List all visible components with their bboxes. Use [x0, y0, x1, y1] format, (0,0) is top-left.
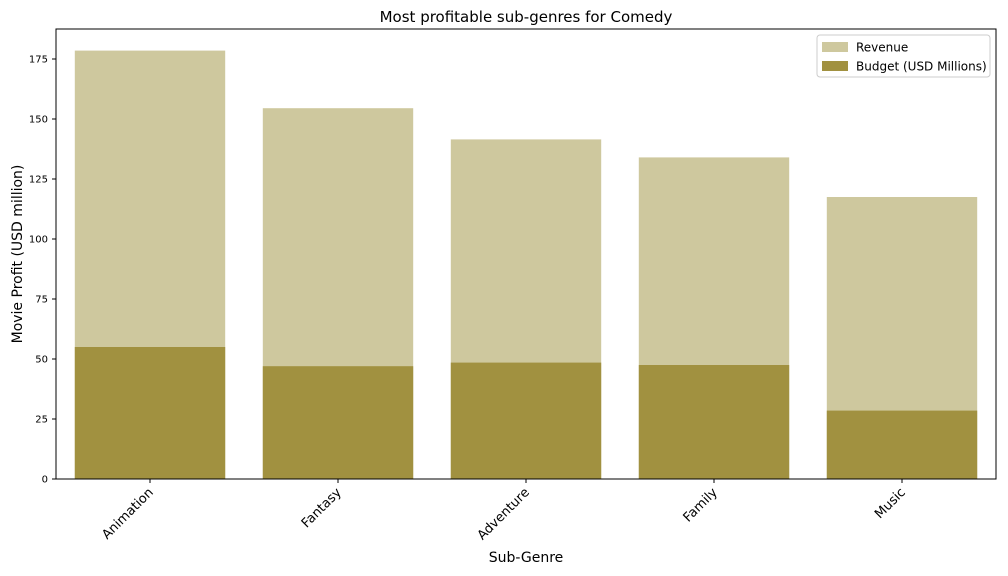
bar-budget-fantasy [262, 366, 414, 479]
y-tick-label: 25 [35, 415, 48, 426]
y-tick-label: 75 [35, 295, 48, 306]
chart-title: Most profitable sub-genres for Comedy [380, 8, 673, 26]
y-axis-title: Movie Profit (USD million) [10, 165, 26, 344]
x-axis: Animation Fantasy Adventure Family Music [99, 479, 909, 543]
x-axis-title: Sub-Genre [489, 550, 564, 566]
bars-layer [74, 50, 978, 479]
x-tick-label: Fantasy [299, 485, 345, 531]
bar-budget-adventure [450, 362, 602, 479]
x-tick-label: Family [681, 485, 721, 525]
x-tick-label: Adventure [475, 485, 533, 543]
bar-budget-music [826, 410, 978, 479]
legend-swatch [822, 61, 848, 71]
x-tick-label: Music [872, 485, 909, 522]
legend-label: Revenue [856, 41, 908, 55]
y-tick-label: 175 [29, 55, 48, 66]
bar-budget-family [638, 365, 790, 479]
y-tick-label: 150 [29, 115, 48, 126]
y-tick-label: 50 [35, 355, 48, 366]
legend-label: Budget (USD Millions) [856, 60, 987, 74]
y-tick-label: 125 [29, 175, 48, 186]
y-tick-label: 0 [42, 475, 48, 486]
legend-swatch [822, 42, 848, 52]
legend: Revenue Budget (USD Millions) [816, 34, 991, 78]
x-tick-label: Animation [99, 485, 156, 542]
y-axis: 0 25 50 75 100 125 150 175 [29, 55, 56, 486]
y-tick-label: 100 [29, 235, 48, 246]
legend-box [816, 34, 991, 78]
bar-budget-animation [74, 347, 226, 479]
